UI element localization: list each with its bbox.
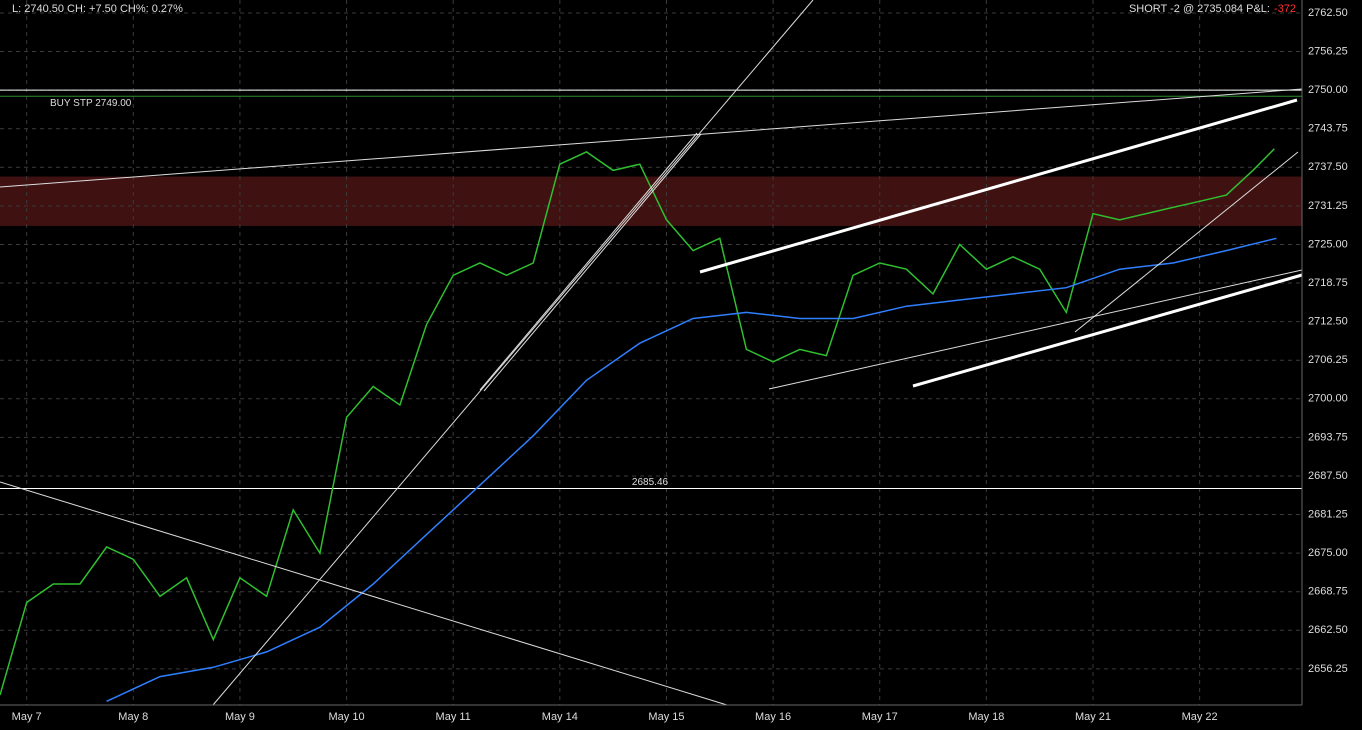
trendlines [0,0,1303,706]
y-tick-label: 2725.00 [1308,238,1348,250]
y-tick-label: 2681.25 [1308,508,1348,520]
y-tick-label: 2718.75 [1308,277,1348,289]
trendline [479,132,698,391]
series-line [0,148,1275,696]
y-tick-label: 2675.00 [1308,547,1348,559]
y-tick-label: 2737.50 [1308,161,1348,173]
trendline [768,269,1303,390]
y-tick-label: 2712.50 [1308,316,1348,328]
y-tick-label: 2656.25 [1308,663,1348,675]
x-tick-label: May 7 [12,711,42,723]
trendline [1074,151,1299,333]
under-layer [0,0,1302,705]
status-left: L: 2740.50 CH: +7.50 CH%: 0.27% [12,3,183,15]
pnl: -372 [1274,3,1296,15]
x-tick-label: May 14 [542,711,578,723]
trendline [0,481,728,706]
x-tick-label: May 18 [968,711,1004,723]
y-tick-label: 2750.00 [1308,84,1348,96]
level-label: 2685.46 [632,477,669,488]
x-tick-label: May 16 [755,711,791,723]
zone [0,176,1302,226]
trendline [483,133,702,392]
y-tick-label: 2662.50 [1308,624,1348,636]
position: SHORT -2 @ 2735.084 P&L: [1129,3,1270,15]
x-tick-label: May 8 [118,711,148,723]
y-tick-label: 2762.50 [1308,7,1348,19]
series-line [106,237,1277,702]
trendline [699,98,1298,274]
y-tick-label: 2693.75 [1308,431,1348,443]
y-tick-label: 2700.00 [1308,393,1348,405]
y-tick-label: 2756.25 [1308,45,1348,57]
trendline [0,88,1303,188]
x-tick-label: May 15 [648,711,684,723]
level-label: BUY STP 2749.00 [50,98,132,109]
y-tick-label: 2743.75 [1308,123,1348,135]
y-tick-label: 2687.50 [1308,470,1348,482]
x-tick-label: May 10 [329,711,365,723]
x-tick-label: May 21 [1075,711,1111,723]
y-tick-label: 2731.25 [1308,200,1348,212]
x-tick-label: May 17 [862,711,898,723]
x-tick-label: May 9 [225,711,255,723]
y-tick-label: 2706.25 [1308,354,1348,366]
x-tick-label: May 11 [436,711,471,723]
y-tick-label: 2668.75 [1308,586,1348,598]
trendline [912,273,1303,388]
trendline [212,0,814,706]
x-tick-label: May 22 [1182,711,1218,723]
